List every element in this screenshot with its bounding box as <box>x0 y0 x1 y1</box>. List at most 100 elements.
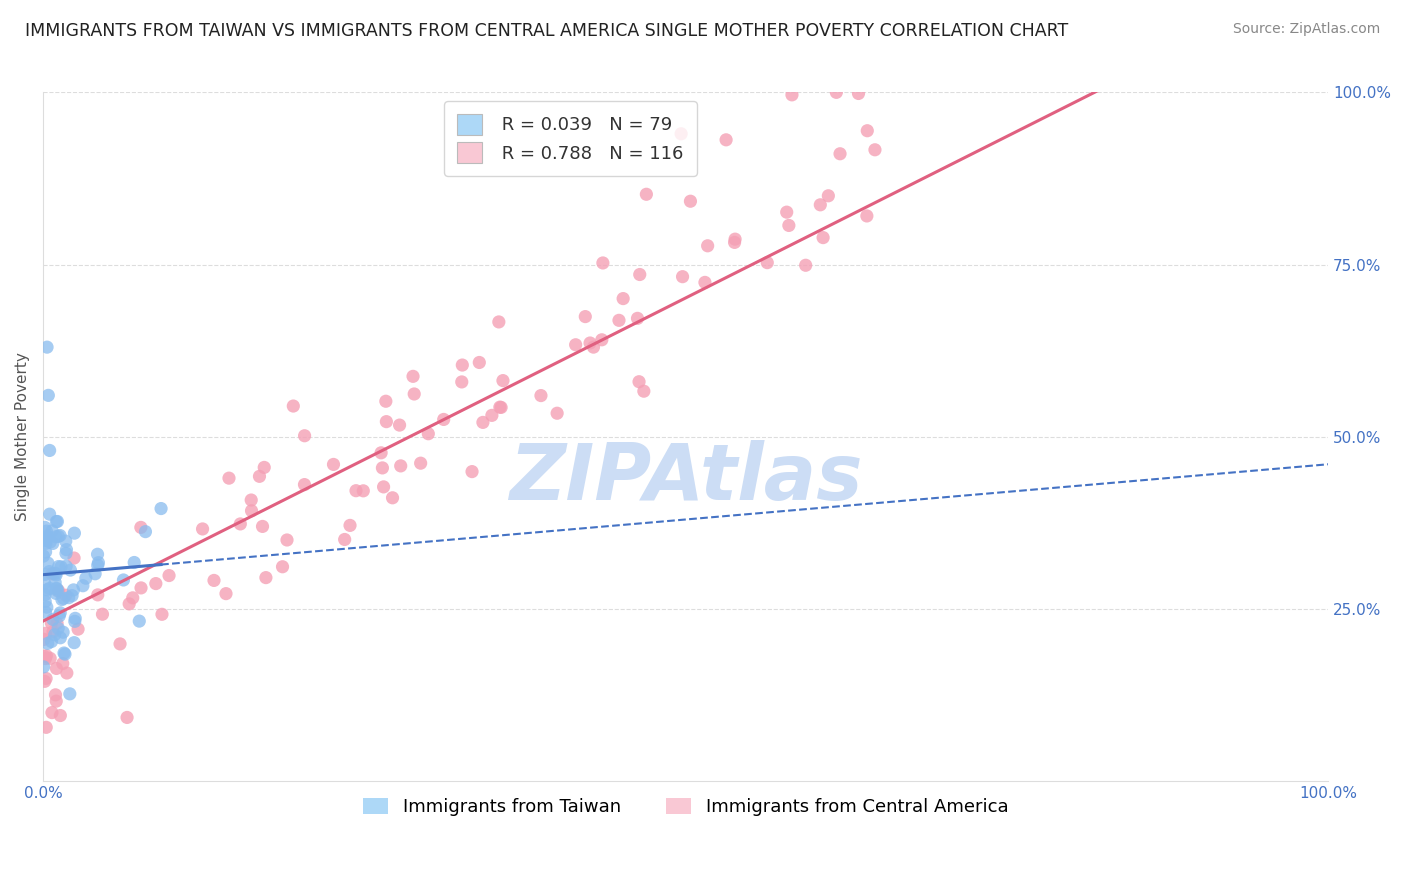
Point <box>592 256 614 270</box>
Point <box>56 665 79 680</box>
Point <box>41 616 63 631</box>
Y-axis label: Single Mother Poverty: Single Mother Poverty <box>15 352 30 521</box>
Point <box>53 646 76 660</box>
Point <box>63 635 86 649</box>
Point <box>825 86 848 100</box>
Point <box>628 375 651 389</box>
Point <box>776 205 799 219</box>
Point <box>87 556 110 570</box>
Legend: Immigrants from Taiwan, Immigrants from Central America: Immigrants from Taiwan, Immigrants from … <box>356 791 1015 823</box>
Point <box>218 471 240 485</box>
Point <box>42 566 65 581</box>
Point <box>62 582 84 597</box>
Point <box>49 560 72 574</box>
Point <box>811 230 834 244</box>
Text: ZIPAtlas: ZIPAtlas <box>509 440 862 516</box>
Point <box>157 568 180 582</box>
Point <box>39 535 62 549</box>
Point <box>418 426 440 441</box>
Point <box>51 592 73 607</box>
Point <box>229 516 252 531</box>
Point <box>723 235 745 250</box>
Point <box>34 533 56 548</box>
Point <box>118 597 141 611</box>
Point <box>55 588 77 602</box>
Point <box>381 491 404 505</box>
Point <box>32 632 55 647</box>
Point <box>45 661 67 675</box>
Point <box>34 567 56 582</box>
Point <box>87 558 110 573</box>
Point <box>35 720 58 734</box>
Point <box>38 443 60 458</box>
Point <box>42 536 65 550</box>
Point <box>41 706 63 720</box>
Point <box>333 533 356 547</box>
Point <box>579 336 602 351</box>
Point <box>636 187 658 202</box>
Point <box>58 591 80 605</box>
Point <box>32 549 55 563</box>
Point <box>848 87 870 101</box>
Point <box>37 582 59 597</box>
Point <box>46 515 69 529</box>
Point <box>35 340 58 354</box>
Point <box>724 232 747 246</box>
Point <box>388 418 411 433</box>
Point <box>86 547 108 561</box>
Point <box>778 219 800 233</box>
Point <box>471 416 494 430</box>
Point <box>49 606 72 620</box>
Point <box>389 458 412 473</box>
Point <box>34 651 56 665</box>
Point <box>215 587 238 601</box>
Point <box>32 660 55 674</box>
Point <box>374 394 396 409</box>
Point <box>49 631 72 645</box>
Point <box>780 87 803 102</box>
Point <box>488 315 510 329</box>
Point <box>45 530 67 544</box>
Point <box>32 649 55 664</box>
Point <box>828 146 851 161</box>
Point <box>37 529 59 543</box>
Point <box>45 566 67 581</box>
Point <box>461 465 484 479</box>
Point <box>52 591 75 606</box>
Point <box>38 582 60 596</box>
Text: IMMIGRANTS FROM TAIWAN VS IMMIGRANTS FROM CENTRAL AMERICA SINGLE MOTHER POVERTY : IMMIGRANTS FROM TAIWAN VS IMMIGRANTS FRO… <box>25 22 1069 40</box>
Point <box>633 384 655 399</box>
Point <box>37 388 59 402</box>
Point <box>46 582 69 596</box>
Point <box>39 651 62 665</box>
Point <box>42 624 65 639</box>
Point <box>44 628 66 642</box>
Point <box>34 545 56 559</box>
Point <box>404 387 426 401</box>
Point <box>626 311 648 326</box>
Point <box>55 542 77 557</box>
Point <box>530 388 553 402</box>
Point <box>693 276 716 290</box>
Point <box>283 399 305 413</box>
Text: Source: ZipAtlas.com: Source: ZipAtlas.com <box>1233 22 1381 37</box>
Point <box>294 477 316 491</box>
Point <box>375 415 398 429</box>
Point <box>121 591 143 605</box>
Point <box>371 461 394 475</box>
Point <box>808 198 831 212</box>
Point <box>48 608 70 623</box>
Point <box>856 124 879 138</box>
Point <box>714 133 737 147</box>
Point <box>122 556 145 570</box>
Point <box>46 616 69 631</box>
Point <box>46 583 69 598</box>
Point <box>150 501 173 516</box>
Point <box>48 559 70 574</box>
Point <box>294 429 316 443</box>
Point <box>75 571 97 585</box>
Point <box>191 522 214 536</box>
Point <box>249 469 271 483</box>
Point <box>38 507 60 521</box>
Point <box>240 493 263 508</box>
